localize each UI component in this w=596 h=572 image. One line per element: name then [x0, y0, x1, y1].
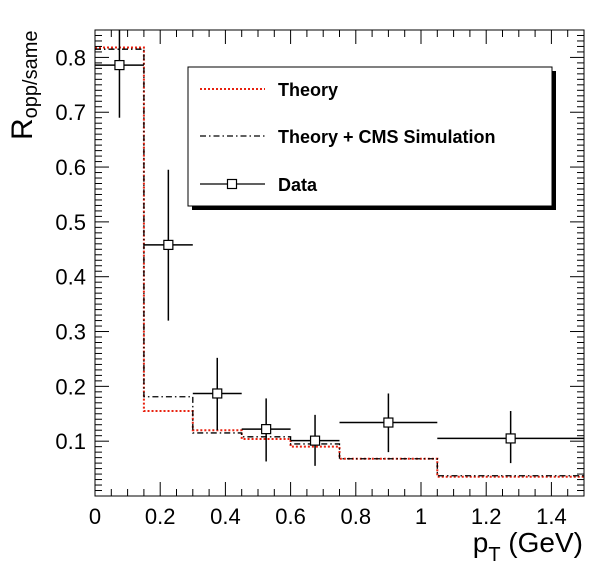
data-point-3 [261, 424, 272, 435]
x-tick-label: 0.6 [275, 504, 306, 529]
x-tick-label: 0 [89, 504, 101, 529]
plot-content [95, 30, 584, 478]
plot-area [95, 30, 584, 478]
legend-swatch-data-marker [226, 178, 238, 190]
y-tick-label: 0.6 [55, 155, 86, 180]
x-tick-label: 1.2 [471, 504, 502, 529]
legend-label-data: Data [278, 175, 318, 195]
data-point-1 [163, 239, 174, 251]
y-tick-label: 0.3 [55, 320, 86, 345]
y-tick-label: 0.4 [55, 265, 86, 290]
legend: Theory Theory + CMS Simulation Data [187, 66, 556, 210]
x-tick-label: 0.4 [210, 504, 241, 529]
x-axis-title-unit: (GeV) [501, 527, 583, 558]
y-tick-label: 0.2 [55, 374, 86, 399]
data-point-5 [383, 417, 394, 428]
x-axis: 0 0.2 0.4 0.6 0.8 1 1.2 1.4 [89, 30, 585, 529]
x-axis-title-sub: T [488, 544, 500, 566]
x-axis-title-main: p [473, 527, 489, 558]
data-point-2 [212, 388, 223, 399]
legend-label-theory-cms: Theory + CMS Simulation [278, 127, 496, 147]
series-line-theory [95, 46, 584, 478]
data-point-4 [309, 435, 321, 446]
x-axis-title: pT (GeV) [473, 527, 583, 566]
data-point-6 [505, 433, 516, 444]
y-tick-label: 0.1 [55, 429, 86, 454]
x-tick-label: 0.2 [145, 504, 176, 529]
x-tick-label: 0.8 [341, 504, 372, 529]
x-tick-label: 1.4 [536, 504, 567, 529]
y-axis: 0.1 0.2 0.3 0.4 0.5 0.6 0.7 0.8 [55, 29, 584, 492]
x-tick-label: 1 [415, 504, 427, 529]
y-axis-title-sub: opp/same [20, 30, 42, 118]
y-axis-title-main: R [6, 118, 39, 140]
y-tick-label: 0.7 [55, 100, 86, 125]
legend-label-theory: Theory [278, 80, 338, 100]
y-axis-title: Ropp/same [6, 30, 42, 140]
y-tick-label: 0.5 [55, 210, 86, 235]
data-point-0 [114, 59, 125, 71]
y-tick-label: 0.8 [55, 45, 86, 70]
